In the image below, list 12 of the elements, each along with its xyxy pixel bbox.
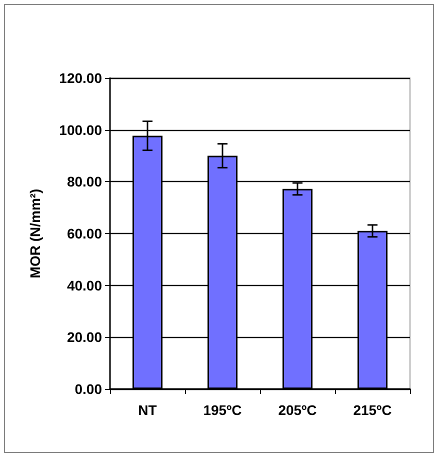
x-tick-label: 195ºC <box>203 402 242 418</box>
x-tick-label: 205ºC <box>278 402 317 418</box>
y-tick-label: 0.00 <box>74 381 102 397</box>
x-tick-label: 215ºC <box>353 402 392 418</box>
y-tick-label: 80.00 <box>66 174 102 190</box>
x-tick-label: NT <box>138 402 158 418</box>
y-tick-label: 120.00 <box>59 70 102 86</box>
y-tick-label: 60.00 <box>66 226 102 242</box>
y-tick-label: 100.00 <box>59 122 102 138</box>
y-axis-title: MOR (N/mm²) <box>27 188 43 278</box>
y-tick-label: 40.00 <box>66 277 102 294</box>
y-tick-label: 20.00 <box>66 329 102 346</box>
